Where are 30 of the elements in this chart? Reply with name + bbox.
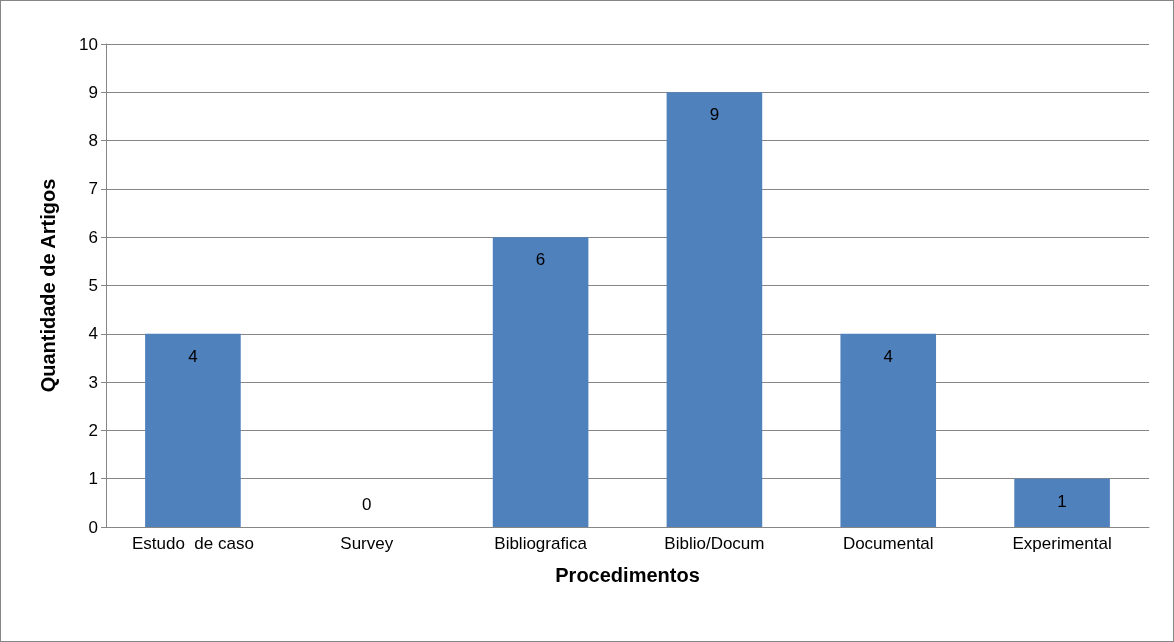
data-label: 4 [188, 346, 198, 366]
y-tick-label: 5 [88, 276, 98, 295]
bar [145, 333, 241, 527]
y-tick-label: 4 [88, 324, 98, 344]
y-tick-label: 9 [88, 82, 98, 102]
x-tick-label: Estudo de caso [131, 534, 254, 553]
bar [492, 237, 589, 527]
data-label: 1 [1057, 491, 1067, 511]
y-tick-label: 6 [88, 227, 98, 247]
data-label: 4 [883, 346, 893, 366]
y-tick-label: 2 [88, 420, 98, 440]
bar [1014, 478, 1110, 527]
data-label: 6 [535, 250, 546, 270]
y-tick-label: 8 [88, 131, 98, 151]
data-label: 0 [362, 495, 372, 514]
y-tick-label: 3 [88, 372, 98, 392]
y-tick-label: 10 [79, 34, 98, 54]
x-tick-label: Experimental [1012, 534, 1112, 553]
bar [666, 92, 763, 527]
y-tick-label: 1 [88, 469, 98, 489]
x-tick-label: Biblio/Docum [664, 534, 765, 553]
bar [840, 333, 937, 527]
x-tick-label: Documental [842, 534, 934, 553]
y-tick-label: 7 [88, 179, 98, 199]
x-tick-label: Bibliografica [494, 534, 588, 553]
x-tick-label: Survey [340, 534, 394, 553]
x-axis-title: Procedimentos [555, 564, 700, 586]
data-label: 9 [709, 105, 720, 125]
y-axis-title: Quantidade de Artigos [37, 178, 59, 393]
y-tick-label: 0 [88, 517, 98, 537]
